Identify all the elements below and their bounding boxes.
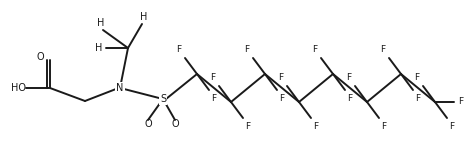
- Text: F: F: [380, 45, 385, 54]
- Text: H: H: [140, 12, 148, 22]
- Text: F: F: [449, 122, 454, 131]
- Text: O: O: [171, 119, 179, 129]
- Text: F: F: [245, 122, 250, 131]
- Text: HO: HO: [10, 83, 26, 93]
- Text: F: F: [210, 73, 215, 82]
- Text: F: F: [381, 122, 386, 131]
- Text: F: F: [347, 94, 352, 103]
- Text: O: O: [144, 119, 152, 129]
- Text: F: F: [415, 94, 420, 103]
- Text: H: H: [95, 43, 102, 53]
- Text: F: F: [211, 94, 216, 103]
- Text: F: F: [346, 73, 351, 82]
- Text: F: F: [278, 73, 283, 82]
- Text: S: S: [160, 94, 166, 104]
- Text: F: F: [176, 45, 181, 54]
- Text: H: H: [97, 18, 105, 28]
- Text: N: N: [116, 83, 124, 93]
- Text: F: F: [279, 94, 284, 103]
- Text: F: F: [244, 45, 249, 54]
- Text: F: F: [313, 122, 318, 131]
- Text: F: F: [414, 73, 419, 82]
- Text: O: O: [36, 52, 44, 62]
- Text: F: F: [312, 45, 317, 54]
- Text: F: F: [458, 98, 463, 107]
